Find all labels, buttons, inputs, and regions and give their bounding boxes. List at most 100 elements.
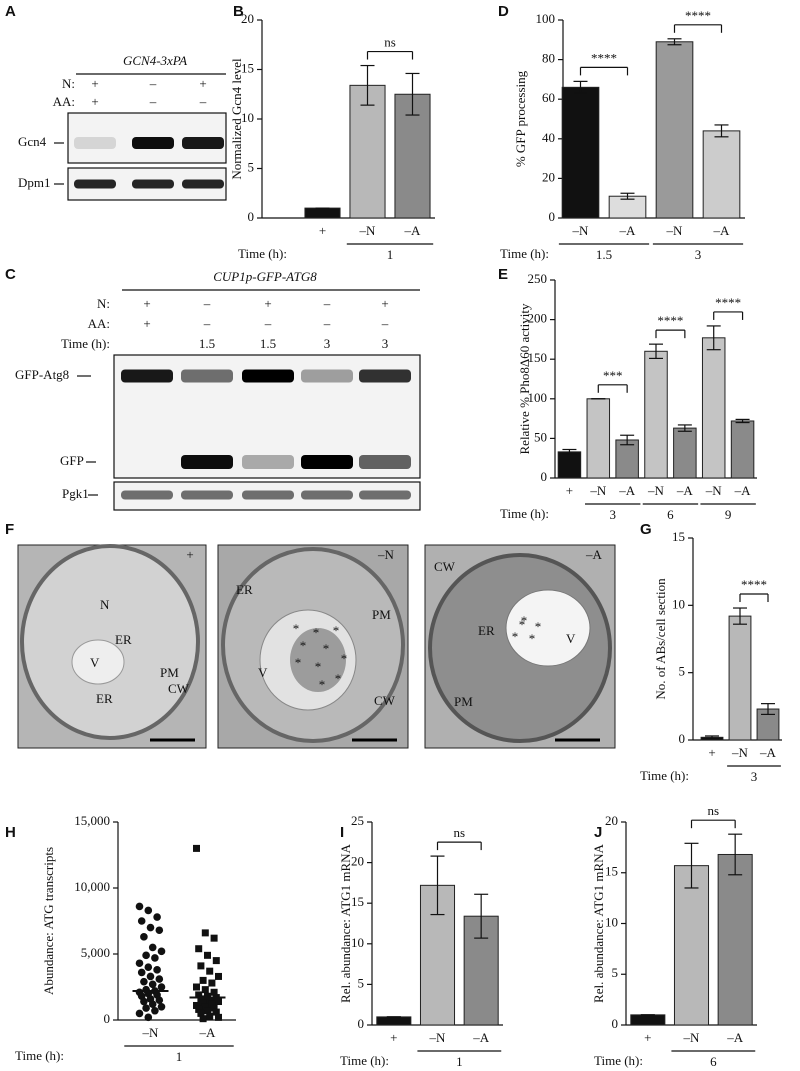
x-tick-label: –N xyxy=(731,745,749,760)
panel-letter: D xyxy=(498,3,509,20)
x-tick-label: –A xyxy=(618,483,636,498)
y-tick-label: 10 xyxy=(672,596,685,611)
y-tick-label: 15 xyxy=(351,894,364,909)
sig-label: ns xyxy=(454,825,466,840)
y-tick-label: 60 xyxy=(542,90,555,105)
x-tick-label: –N xyxy=(142,1025,160,1040)
data-point xyxy=(195,945,203,953)
lane-label: 1.5 xyxy=(260,336,276,351)
y-axis-label: Normalized Gcn4 level xyxy=(229,58,244,180)
asterisk: * xyxy=(521,613,528,628)
y-tick-label: 15,000 xyxy=(74,813,110,828)
bar xyxy=(349,84,386,219)
band xyxy=(132,137,174,149)
organelle-label: ER xyxy=(96,691,113,706)
bar xyxy=(717,853,753,1026)
band xyxy=(182,137,224,149)
bar xyxy=(702,130,741,219)
y-tick-label: 250 xyxy=(528,271,548,286)
data-point xyxy=(210,934,218,942)
bar xyxy=(586,398,611,479)
band xyxy=(301,455,353,469)
data-point xyxy=(135,1009,144,1018)
y-tick-label: 10,000 xyxy=(74,879,110,894)
band xyxy=(359,455,411,469)
x-tick-label: –A xyxy=(734,483,752,498)
y-tick-label: 150 xyxy=(528,350,548,365)
data-point xyxy=(206,996,214,1004)
sig-label: **** xyxy=(715,295,741,310)
condition-label: N: xyxy=(62,76,75,91)
time-label: Time (h): xyxy=(500,506,549,521)
y-tick-label: 50 xyxy=(534,429,547,444)
group-label: 6 xyxy=(667,507,674,522)
band xyxy=(242,369,294,383)
y-tick-label: 0 xyxy=(248,209,255,224)
data-point xyxy=(215,1013,222,1021)
band-label: Gcn4 xyxy=(18,134,47,149)
data-point xyxy=(199,999,207,1007)
time-label: Time (h): xyxy=(640,768,689,783)
time-label: Time (h): xyxy=(500,246,549,261)
data-point xyxy=(140,977,148,986)
x-tick-label: –A xyxy=(199,1025,217,1040)
x-tick-label: –N xyxy=(429,1030,447,1045)
asterisk: * xyxy=(512,629,519,644)
bar xyxy=(615,439,639,479)
asterisk: * xyxy=(323,641,330,656)
band-label: GFP xyxy=(60,453,84,468)
organelle-label: CW xyxy=(434,559,456,574)
data-point xyxy=(146,923,155,932)
band xyxy=(242,490,294,500)
condition-label: –N xyxy=(377,547,395,562)
data-point xyxy=(193,1001,200,1009)
data-point xyxy=(144,963,153,971)
asterisk: * xyxy=(519,617,526,632)
lane-label: – xyxy=(199,94,207,109)
lane-label: + xyxy=(143,296,150,311)
band-label: Dpm1 xyxy=(18,175,51,190)
organelle-label: PM xyxy=(454,694,473,709)
x-tick-label: –N xyxy=(359,223,377,238)
data-point xyxy=(193,844,200,852)
asterisk: * xyxy=(295,655,302,670)
vacuole xyxy=(505,589,591,667)
bar xyxy=(673,865,710,1026)
band xyxy=(301,490,353,500)
lane-label: – xyxy=(149,76,157,91)
x-tick-label: –N xyxy=(666,223,684,238)
data-point xyxy=(208,1000,216,1008)
asterisk: * xyxy=(319,677,326,692)
band-label: GFP-Atg8 xyxy=(15,367,69,382)
sig-label: **** xyxy=(741,577,767,592)
data-point xyxy=(151,954,159,962)
band xyxy=(242,455,294,469)
data-point xyxy=(212,957,220,965)
vacuole xyxy=(71,639,125,685)
organelle-label: V xyxy=(258,665,268,680)
y-tick-label: 0 xyxy=(549,209,556,224)
x-tick-label: –N xyxy=(647,483,665,498)
lane-label: 1.5 xyxy=(199,336,215,351)
time-label: Time (h): xyxy=(238,246,287,261)
data-point xyxy=(155,975,164,983)
asterisk: * xyxy=(313,625,320,640)
data-point xyxy=(153,966,161,974)
bar xyxy=(655,41,694,219)
asterisk: * xyxy=(535,619,542,634)
data-point xyxy=(212,1008,220,1016)
y-tick-label: 10 xyxy=(351,935,364,950)
group-label: 1 xyxy=(456,1054,463,1069)
y-axis-label: Abundance: ATG transcripts xyxy=(41,847,56,995)
x-tick-label: + xyxy=(319,223,326,238)
asterisk: * xyxy=(335,671,342,686)
y-tick-label: 100 xyxy=(536,11,556,26)
sig-label: *** xyxy=(603,368,623,383)
x-tick-label: –A xyxy=(676,483,694,498)
sig-label: **** xyxy=(657,313,683,328)
x-tick-label: –A xyxy=(726,1030,744,1045)
panel-letter: I xyxy=(340,824,344,841)
y-tick-label: 10 xyxy=(241,110,254,125)
organelle-label: N xyxy=(100,597,110,612)
